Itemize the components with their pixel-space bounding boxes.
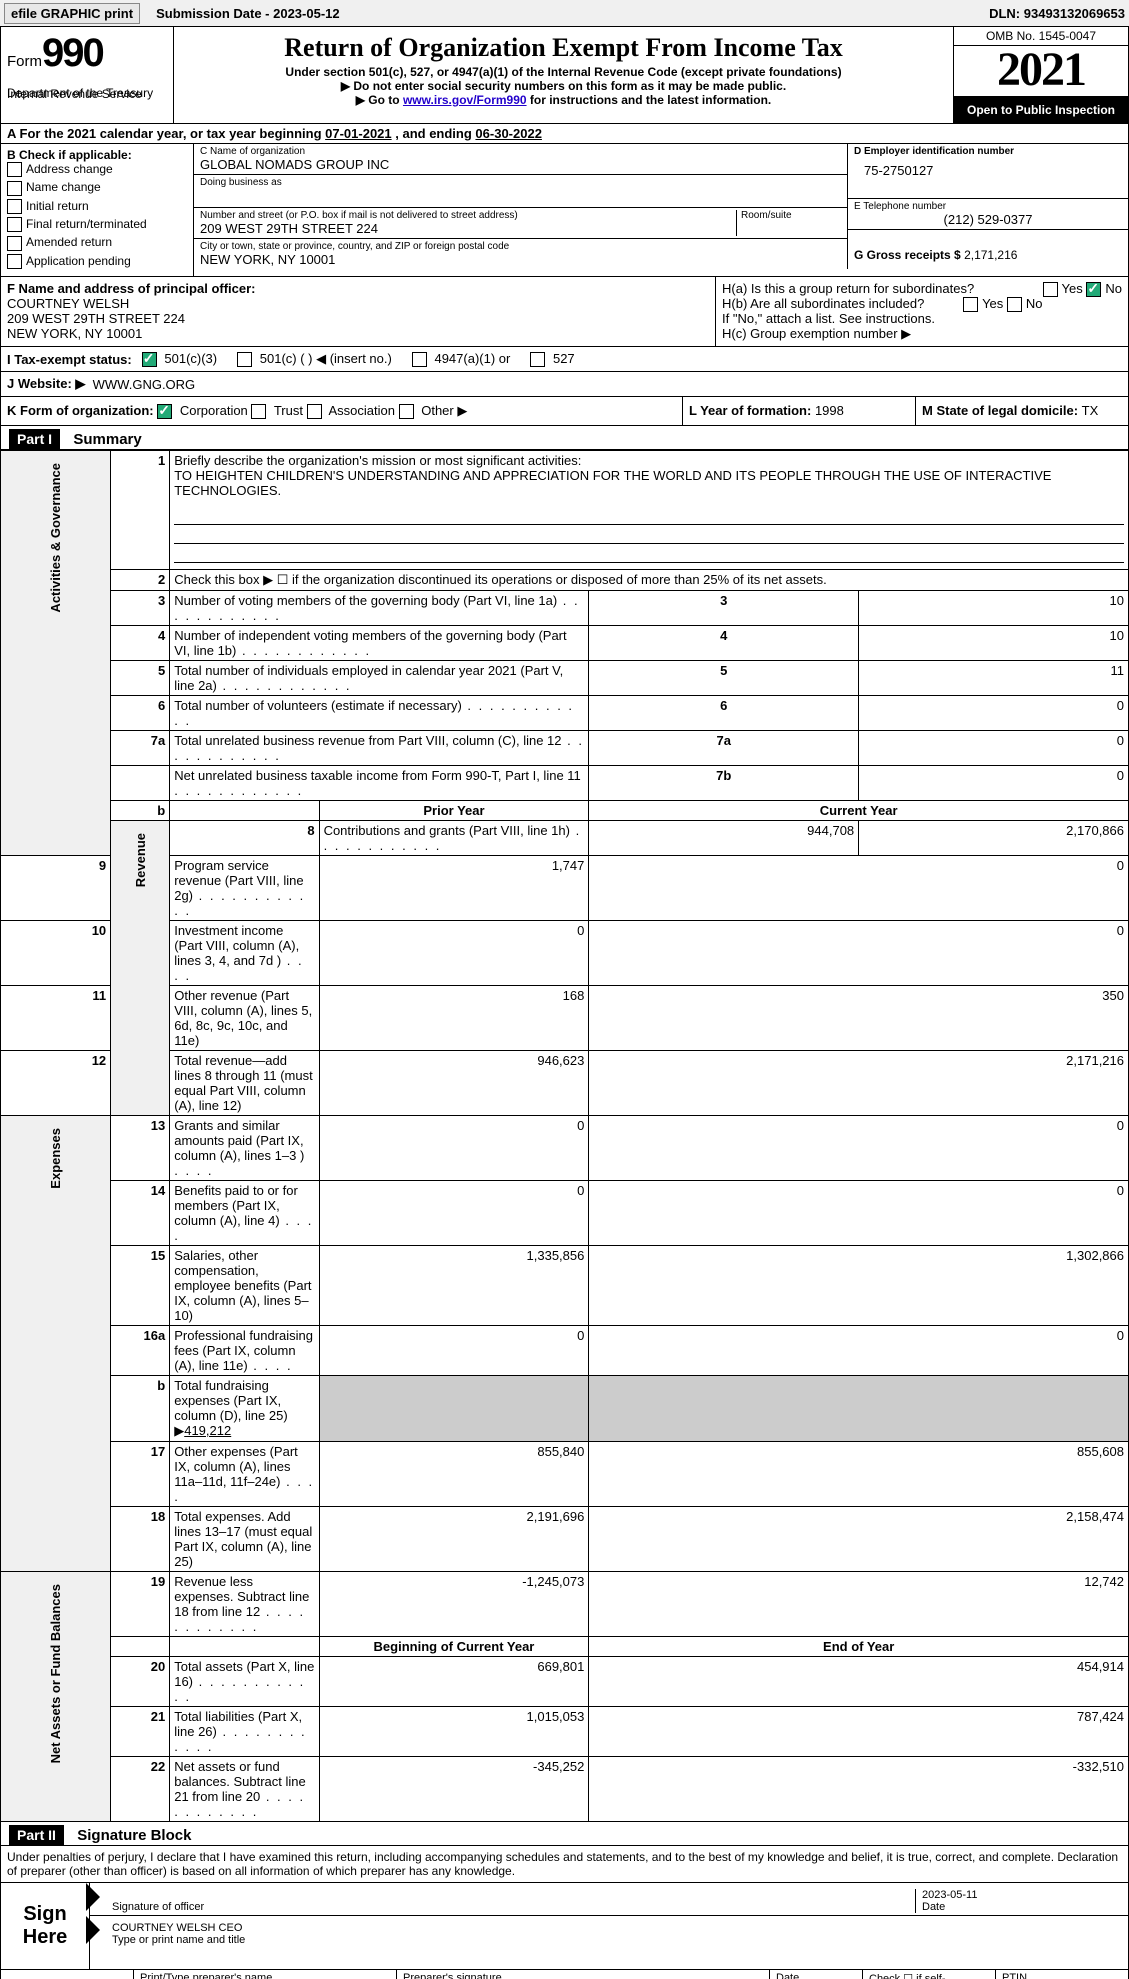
- sign-here-label: Sign Here: [1, 1883, 90, 1969]
- irs-link[interactable]: www.irs.gov/Form990: [403, 93, 527, 107]
- submission-date-label: Submission Date - 2023-05-12: [156, 6, 340, 21]
- form-subtitle-2: ▶ Do not enter social security numbers o…: [180, 79, 947, 93]
- form-header: Form990 Department of the Treasury Inter…: [0, 27, 1129, 124]
- preparer-signature: Preparer's signature: [397, 1970, 770, 1979]
- ptin: PTINP01268493: [996, 1970, 1128, 1979]
- row-i-tax-status: I Tax-exempt status: 501(c)(3) 501(c) ( …: [0, 347, 1129, 372]
- top-bar: efile GRAPHIC print Submission Date - 20…: [0, 0, 1129, 27]
- checkbox-other[interactable]: [399, 404, 414, 419]
- checkbox-corp[interactable]: [157, 404, 172, 419]
- checkbox-501c3[interactable]: [142, 352, 157, 367]
- checkbox-501c[interactable]: [237, 352, 252, 367]
- tel-cell: E Telephone number (212) 529-0377: [848, 199, 1128, 230]
- signature-arrow-icon-2: [86, 1916, 100, 1944]
- checkbox-hb-no[interactable]: [1007, 297, 1022, 312]
- open-to-public: Open to Public Inspection: [954, 97, 1128, 123]
- gross-cell: G Gross receipts $ 2,171,216: [848, 230, 1128, 269]
- col-b-checkboxes: B Check if applicable: Address change Na…: [1, 144, 194, 276]
- checkbox-initial-return[interactable]: [7, 199, 22, 214]
- irs-label: Internal Revenue Service: [7, 87, 167, 101]
- side-label-expenses: Expenses: [1, 1116, 111, 1572]
- side-label-net-assets: Net Assets or Fund Balances: [1, 1572, 111, 1822]
- form-title: Return of Organization Exempt From Incom…: [180, 33, 947, 63]
- street-cell: Number and street (or P.O. box if mail i…: [194, 208, 847, 239]
- ein-cell: D Employer identification number 75-2750…: [848, 144, 1128, 199]
- summary-table: Activities & Governance 1 Briefly descri…: [0, 450, 1129, 1822]
- checkbox-final-return[interactable]: [7, 217, 22, 232]
- form-subtitle-3: ▶ Go to www.irs.gov/Form990 for instruct…: [180, 93, 947, 107]
- side-label-activities: Activities & Governance: [1, 451, 111, 856]
- check-self-employed: Check ☐ if self-employed: [863, 1970, 996, 1979]
- city-cell: City or town, state or province, country…: [194, 239, 847, 269]
- part-i-header: Part I Summary: [0, 426, 1129, 450]
- row-j-website: J Website: ▶ WWW.GNG.ORG: [0, 372, 1129, 397]
- officer-name-title: COURTNEY WELSH CEO Type or print name an…: [112, 1922, 1122, 1946]
- tax-year: 2021: [954, 46, 1128, 97]
- checkbox-527[interactable]: [530, 352, 545, 367]
- checkbox-amended[interactable]: [7, 236, 22, 251]
- efile-print-button[interactable]: efile GRAPHIC print: [4, 3, 140, 24]
- checkbox-application-pending[interactable]: [7, 254, 22, 269]
- prep-date: Date: [770, 1970, 863, 1979]
- checkbox-4947[interactable]: [412, 352, 427, 367]
- principal-officer: F Name and address of principal officer:…: [1, 277, 716, 346]
- line-a: A For the 2021 calendar year, or tax yea…: [0, 124, 1129, 144]
- signature-block: Under penalties of perjury, I declare th…: [0, 1846, 1129, 1979]
- checkbox-ha-yes[interactable]: [1043, 282, 1058, 297]
- section-b-c-d: B Check if applicable: Address change Na…: [0, 144, 1129, 277]
- checkbox-ha-no[interactable]: [1086, 282, 1101, 297]
- paid-preparer-label: Paid Preparer Use Only: [1, 1970, 134, 1979]
- row-f-h: F Name and address of principal officer:…: [0, 277, 1129, 347]
- checkbox-address-change[interactable]: [7, 162, 22, 177]
- group-return-section: H(a) Is this a group return for subordin…: [716, 277, 1128, 346]
- checkbox-trust[interactable]: [251, 404, 266, 419]
- dln: DLN: 93493132069653: [989, 6, 1125, 21]
- form-number: Form990: [7, 31, 167, 76]
- side-label-revenue: Revenue: [111, 821, 170, 1116]
- preparer-name: Print/Type preparer's name: [134, 1970, 397, 1979]
- org-name-cell: C Name of organization GLOBAL NOMADS GRO…: [194, 144, 847, 175]
- signature-date: 2023-05-11 Date: [915, 1889, 1122, 1913]
- dba-cell: Doing business as: [194, 175, 847, 208]
- checkbox-assoc[interactable]: [307, 404, 322, 419]
- signature-arrow-icon: [86, 1883, 100, 1911]
- row-k-org-form: K Form of organization: Corporation Trus…: [0, 397, 1129, 426]
- part-ii-header: Part II Signature Block: [0, 1822, 1129, 1846]
- signature-of-officer: Signature of officer: [112, 1901, 915, 1913]
- checkbox-hb-yes[interactable]: [963, 297, 978, 312]
- checkbox-name-change[interactable]: [7, 181, 22, 196]
- form-subtitle-1: Under section 501(c), 527, or 4947(a)(1)…: [180, 65, 947, 79]
